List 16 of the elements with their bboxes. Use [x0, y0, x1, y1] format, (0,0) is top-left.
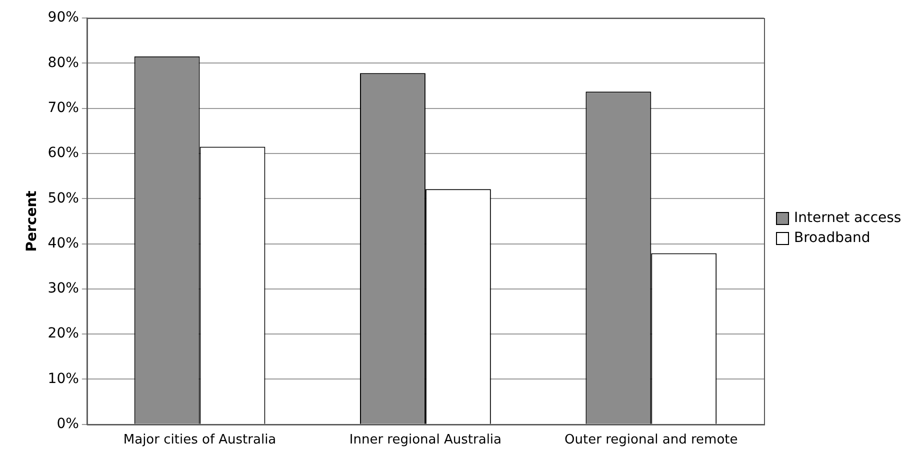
y-axis-title: Percent [24, 190, 40, 252]
text: Broadband [794, 230, 870, 246]
y-tick-label: 20% [48, 326, 79, 342]
legend-label: Internet access [794, 210, 902, 226]
x-tick-label: Major cities of Australia [123, 432, 276, 448]
y-tick-label: 30% [48, 280, 79, 297]
y-tick-label: 40% [48, 235, 79, 252]
x-tick-label: Outer regional and remote [564, 432, 738, 448]
y-tick-label: 10% [48, 370, 79, 387]
y-tick-label: 0% [56, 416, 79, 432]
y-tick-label: 70% [48, 100, 79, 116]
y-tick-label: 60% [48, 145, 79, 162]
y-tick-label: 50% [48, 190, 79, 206]
y-tick-label: 90% [48, 10, 79, 26]
y-tick-label: 80% [48, 54, 79, 71]
x-tick-label: Inner regional Australia [349, 432, 502, 448]
